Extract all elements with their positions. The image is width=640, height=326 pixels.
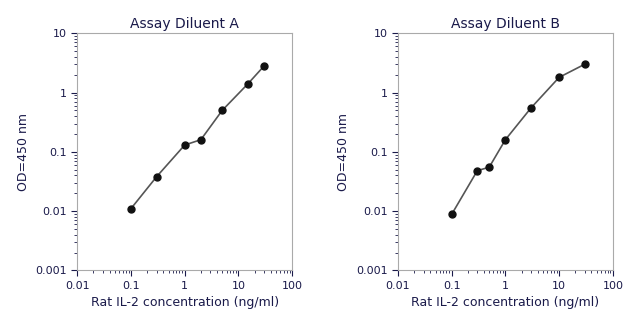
- Y-axis label: OD=450 nm: OD=450 nm: [337, 113, 350, 191]
- X-axis label: Rat IL-2 concentration (ng/ml): Rat IL-2 concentration (ng/ml): [412, 296, 600, 309]
- X-axis label: Rat IL-2 concentration (ng/ml): Rat IL-2 concentration (ng/ml): [91, 296, 279, 309]
- Title: Assay Diluent B: Assay Diluent B: [451, 17, 560, 31]
- Title: Assay Diluent A: Assay Diluent A: [131, 17, 239, 31]
- Y-axis label: OD=450 nm: OD=450 nm: [17, 113, 29, 191]
